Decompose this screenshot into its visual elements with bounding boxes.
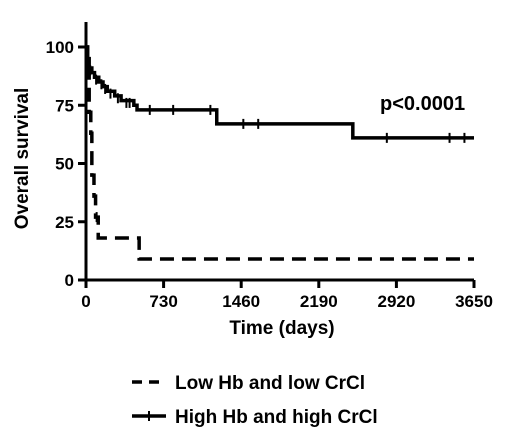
legend-label-high-hb-high-crcl: High Hb and high CrCl [175,407,378,428]
x-tick-label: 2190 [300,292,338,311]
y-tick-label: 100 [46,38,74,57]
legend-label-low-hb-low-crcl: Low Hb and low CrCl [175,373,365,394]
axes [84,22,474,282]
legend-item-low-hb-low-crcl: Low Hb and low CrCl [132,373,365,394]
x-tick-label: 3650 [455,292,493,311]
series-layer [85,45,474,261]
x-tick-label: 0 [81,292,90,311]
x-axis-title: Time (days) [229,318,334,339]
series-line-0 [85,45,474,261]
y-ticks: 0 25 50 75 100 [46,38,86,290]
legend: Low Hb and low CrCl High Hb and high CrC… [132,373,378,428]
p-value-annotation: p<0.0001 [380,93,465,115]
legend-item-high-hb-high-crcl: High Hb and high CrCl [132,407,378,428]
y-tick-label: 75 [55,96,74,115]
y-tick-label: 50 [55,155,74,174]
x-tick-label: 2920 [377,292,415,311]
y-tick-label: 25 [55,213,74,232]
x-tick-label: 730 [149,292,177,311]
x-ticks: 0 730 1460 2190 2920 3650 [81,280,493,311]
x-tick-label: 1460 [222,292,260,311]
y-tick-label: 0 [65,271,74,290]
y-axis-title: Overall survival [12,88,33,230]
